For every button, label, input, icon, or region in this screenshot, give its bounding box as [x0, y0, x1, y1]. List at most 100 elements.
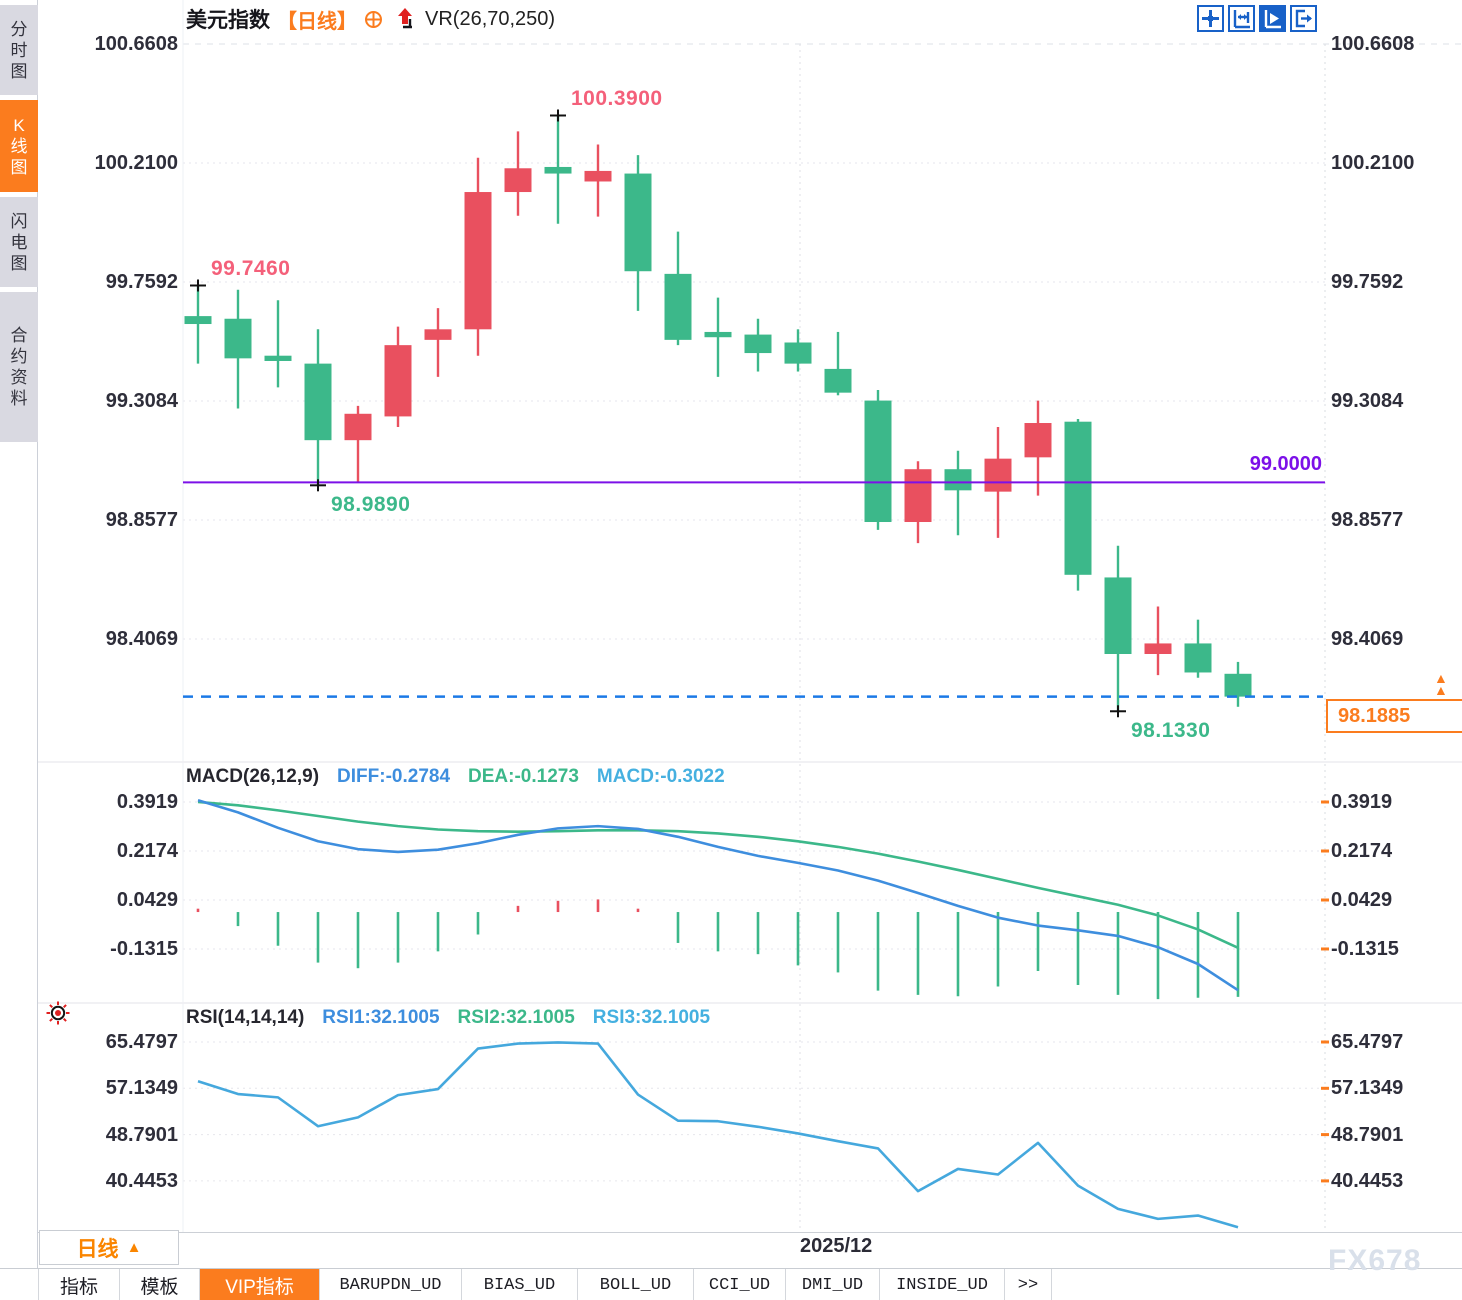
sidebar-item-char: 料: [10, 389, 28, 408]
macd-header: MACD(26,12,9) DIFF:-0.2784 DEA:-0.1273 M…: [186, 766, 725, 788]
candle-body: [864, 400, 892, 523]
tab-BARUPDN_UD[interactable]: BARUPDN_UD: [320, 1269, 462, 1300]
sidebar-item-char: 线: [10, 136, 28, 156]
sidebar-item-char: 图: [10, 253, 28, 273]
price-annotation: 99.7460: [211, 257, 291, 281]
rsi-params: RSI(14,14,14): [186, 1007, 305, 1028]
candle-body: [824, 368, 852, 393]
tab-CCI_UD[interactable]: CCI_UD: [694, 1269, 786, 1300]
y-axis-label: 40.4453: [105, 1169, 178, 1192]
candle-body: [464, 192, 492, 330]
candle-body: [384, 345, 412, 417]
symbol-title: 美元指数: [186, 9, 270, 32]
tab-DMI_UD[interactable]: DMI_UD: [786, 1269, 880, 1300]
y-axis-label: 0.2174: [116, 840, 178, 862]
candle-body: [1024, 423, 1052, 458]
candle-body: [1144, 643, 1172, 654]
y-axis-label: -0.1315: [110, 937, 178, 960]
watermark: FX678: [1328, 1244, 1422, 1277]
y-axis-label: 99.7592: [105, 271, 178, 293]
chart-canvas[interactable]: [0, 0, 1462, 1232]
rsi1-value: RSI1:32.1005: [322, 1007, 440, 1028]
candle-body: [264, 355, 292, 361]
pan-crosshair-icon[interactable]: [1197, 5, 1224, 32]
y-axis-label: 0.3919: [1331, 791, 1393, 813]
sidebar-item-char: 约: [10, 347, 28, 366]
red-up-arrow-icon[interactable]: [396, 7, 414, 31]
sidebar-item-char: 图: [10, 61, 28, 81]
tab-INSIDE_UD[interactable]: INSIDE_UD: [880, 1269, 1005, 1300]
sidebar-item-char: 时: [10, 40, 28, 60]
candle-body: [184, 316, 212, 325]
sidebar-item-char: 电: [10, 232, 28, 252]
tab-[interactable]: 指标: [39, 1269, 120, 1300]
y-axis-label: 57.1349: [105, 1077, 178, 1100]
y-axis-label: 99.3084: [1331, 390, 1404, 412]
sidebar-item-1[interactable]: 分时图: [0, 5, 38, 95]
candle-body: [744, 334, 772, 354]
candle-body: [1104, 577, 1132, 654]
axis-play-icon[interactable]: [1259, 5, 1286, 32]
y-axis-label: 57.1349: [1331, 1077, 1404, 1100]
candle-body: [1224, 673, 1252, 697]
period-tag[interactable]: 【日线】: [277, 10, 357, 33]
period-selector-label: 日线: [76, 1237, 119, 1261]
y-axis-label: 0.3919: [116, 791, 178, 813]
candle-body: [624, 173, 652, 272]
macd-dea-value: DEA:-0.1273: [468, 766, 579, 787]
y-axis-label: 0.0429: [1331, 889, 1393, 911]
macd-diff-line: [197, 799, 1239, 992]
sidebar-item-char: 合: [10, 326, 28, 345]
target-circle-icon[interactable]: [364, 10, 383, 29]
alert-sun-icon[interactable]: [45, 1000, 71, 1026]
tab-[interactable]: >>: [1005, 1269, 1052, 1300]
sidebar-item-char: 图: [10, 157, 28, 177]
candle-body: [224, 318, 252, 359]
y-axis-label: 100.6608: [94, 33, 178, 55]
sidebar-item-3[interactable]: 闪电图: [0, 197, 38, 287]
exit-chart-icon[interactable]: [1290, 5, 1317, 32]
rsi2-value: RSI2:32.1005: [457, 1007, 575, 1028]
sidebar-item-char: 闪: [10, 211, 28, 231]
tab-BIAS_UD[interactable]: BIAS_UD: [462, 1269, 578, 1300]
sidebar-item-char: 资: [10, 368, 28, 387]
y-axis-label: 98.8577: [1331, 508, 1404, 531]
last-price-badge: 98.1885: [1326, 699, 1462, 733]
chart-toolbar: [1197, 5, 1317, 32]
price-annotation: 100.3900: [571, 87, 663, 111]
y-axis-label: 48.7901: [1331, 1123, 1404, 1146]
tabbar-corner-cell: [0, 1269, 39, 1300]
tab-VIP[interactable]: VIP指标: [200, 1269, 320, 1300]
price-annotation: 98.1330: [1131, 719, 1211, 743]
period-selector[interactable]: 日线 ▲: [39, 1230, 179, 1265]
candle-body: [504, 168, 532, 193]
candle-body: [904, 469, 932, 523]
sidebar-item-char: 分: [10, 19, 28, 39]
macd-dea-line: [197, 800, 1239, 949]
macd-hist-value: MACD:-0.3022: [596, 766, 725, 787]
tab-[interactable]: 模板: [120, 1269, 200, 1300]
sidebar-item-4[interactable]: 合约资料: [0, 292, 38, 442]
y-axis-label: 48.7901: [105, 1123, 178, 1146]
candle-body: [1064, 421, 1092, 575]
tab-BOLL_UD[interactable]: BOLL_UD: [578, 1269, 694, 1300]
support-line-label: 99.0000: [1249, 453, 1322, 475]
candle-body: [584, 170, 612, 182]
sidebar-item-char: K: [13, 115, 25, 135]
rsi-line: [197, 1041, 1239, 1229]
indicator-tabbar: 指标 模板 VIP指标 BARUPDN_UD BIAS_UD BOLL_UD CCI_UD D…: [0, 1268, 1462, 1300]
candle-body: [984, 458, 1012, 492]
y-axis-label: 98.4069: [105, 627, 178, 650]
candle-body: [344, 413, 372, 441]
y-axis-label: 0.2174: [1331, 840, 1393, 862]
axis-range-icon[interactable]: [1228, 5, 1255, 32]
x-axis-separator: [38, 1232, 1462, 1233]
candle-body: [424, 329, 452, 340]
y-axis-label: -0.1315: [1331, 937, 1399, 960]
y-axis-label: 40.4453: [1331, 1169, 1404, 1192]
candle-body: [784, 342, 812, 364]
y-axis-label: 65.4797: [105, 1031, 178, 1053]
